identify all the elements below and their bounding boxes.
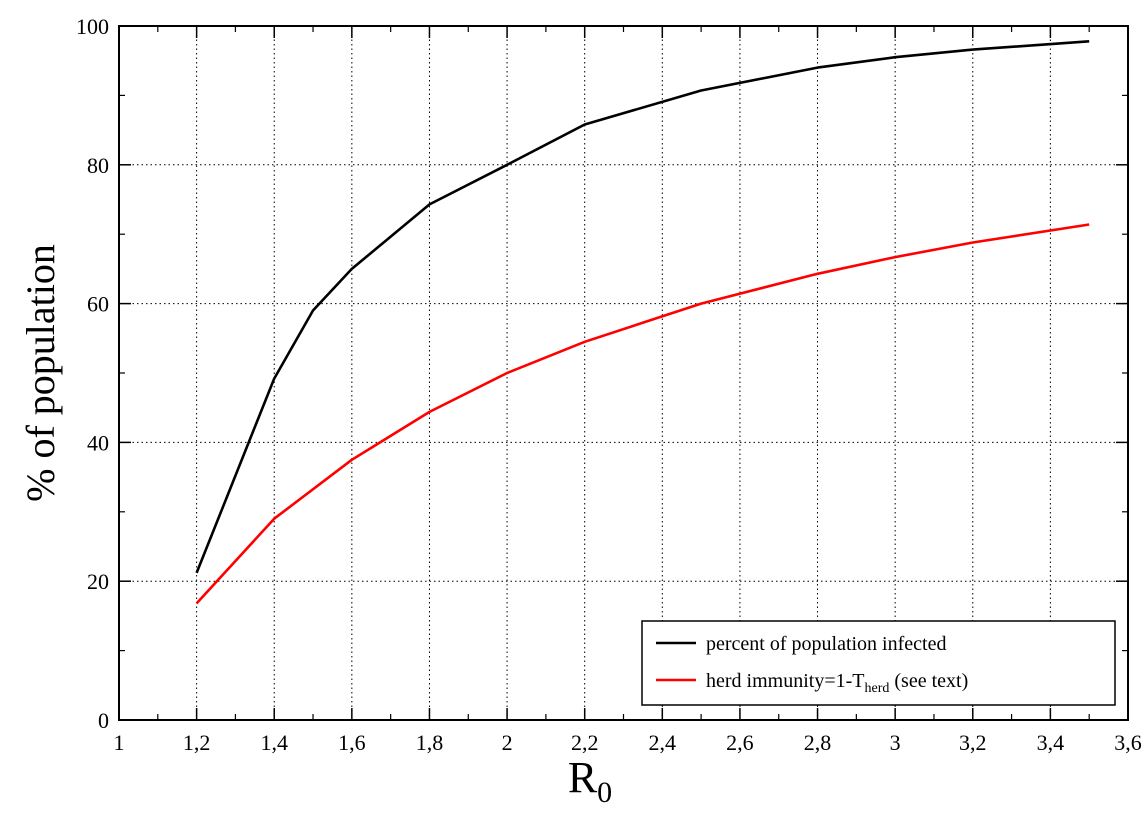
plot-frame	[118, 25, 1129, 721]
x-axis-title-subscript: 0	[597, 776, 612, 809]
x-tick-label: 2,2	[571, 730, 599, 755]
x-tick-label: 2,4	[649, 730, 677, 755]
legend-label-infected: percent of population infected	[706, 633, 946, 655]
series-layer	[195, 40, 1090, 605]
legend-box	[641, 620, 1116, 706]
x-tick-label: 3	[890, 730, 901, 755]
x-tick-label: 3,4	[1037, 730, 1065, 755]
x-tick-label: 2,8	[804, 730, 832, 755]
x-tick-label: 1,6	[338, 730, 366, 755]
y-tick-label: 60	[87, 292, 109, 317]
y-tick-label: 20	[87, 569, 109, 594]
grid-layer	[119, 26, 1128, 720]
x-tick-label: 3,6	[1114, 730, 1142, 755]
x-tick-label: 2	[502, 730, 513, 755]
series-line-0	[195, 40, 1090, 574]
y-axis-title: % of population	[18, 244, 63, 502]
y-tick-label: 0	[98, 708, 109, 733]
x-axis-title-main: R	[568, 753, 598, 802]
x-tick-label: 1	[114, 730, 125, 755]
x-axis-title: R0	[568, 753, 612, 809]
x-tick-label: 2,6	[726, 730, 754, 755]
legend-label-herd-suffix: (see text)	[889, 670, 968, 692]
tick-layer	[118, 25, 1129, 721]
x-tick-label: 1,2	[183, 730, 211, 755]
y-tick-label: 40	[87, 430, 109, 455]
legend-label-herd-subscript: herd	[864, 681, 889, 696]
y-tick-label: 80	[87, 153, 109, 178]
legend: percent of population infected herd immu…	[641, 620, 1116, 706]
legend-label-herd: herd immunity=1-Therd (see text)	[706, 670, 968, 696]
x-tick-label: 3,2	[959, 730, 987, 755]
series-line-1	[195, 223, 1090, 605]
y-tick-label: 100	[76, 14, 109, 39]
label-layer: 1 1,2 1,4 1,6 1,8 2 2,2 2,4 2,6 2,8 3 3,2 3,4 3,6 0 20 4…	[76, 14, 1142, 755]
x-tick-label: 1,8	[416, 730, 444, 755]
legend-label-herd-main: herd immunity=1-T	[706, 670, 864, 692]
x-tick-label: 1,4	[260, 730, 288, 755]
